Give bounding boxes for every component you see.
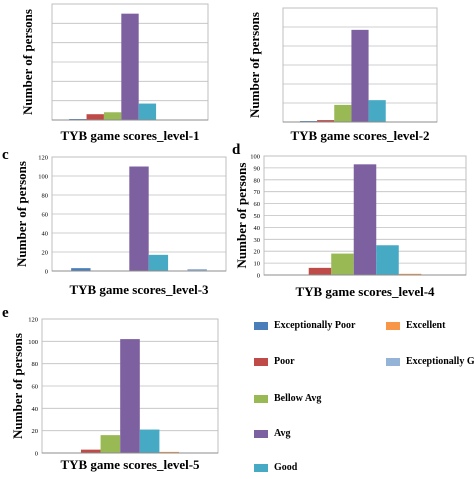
y-tick-label: 60 [42, 212, 49, 219]
y-tick-label: 80 [42, 193, 49, 200]
legend-item-avg: Avg [254, 428, 290, 439]
bar-poor [317, 120, 335, 122]
legend-swatch [254, 394, 268, 403]
y-tick-label: 40 [32, 406, 39, 413]
y-tick-label: 100 [28, 339, 38, 346]
y-axis-label: Number of persons [247, 12, 262, 118]
legend-label: Good [274, 462, 298, 473]
y-tick-label: 20 [32, 428, 39, 435]
bar-excellent [398, 273, 422, 275]
legend-item-poor: Poor [254, 356, 295, 367]
bar-exceptionally-poor [71, 268, 91, 271]
y-tick-label: 40 [254, 225, 261, 232]
y-tick-label: 100 [38, 174, 48, 181]
y-tick-label: 80 [32, 361, 39, 368]
legend-label: Bellow Avg [274, 393, 322, 404]
y-tick-label: 50 [254, 213, 261, 220]
y-tick-label: 80 [254, 177, 261, 184]
bar-bellow-avg [103, 112, 122, 120]
y-tick-label: 60 [254, 201, 261, 208]
y-tick-label: 120 [38, 155, 48, 162]
legend-label: Excellent [406, 320, 446, 331]
y-tick-label: 0 [35, 451, 38, 458]
legend-item-bellow-avg: Bellow Avg [254, 393, 321, 404]
chart-title: TYB game scores_level-1 [60, 128, 199, 143]
legend-item-exceptionally-poor: Exceptionally Poor [254, 320, 355, 331]
legend-item-excellent: Excellent [386, 320, 445, 331]
y-axis-label: Number of persons [234, 163, 249, 269]
y-tick-label: 0 [45, 269, 48, 276]
chart-panel-level-5: e 0 20 40 60 80 100 120 Number of persons TYB ga… [0, 303, 254, 474]
bar-avg [353, 164, 377, 275]
chart-title: TYB game scores_level-4 [295, 284, 435, 299]
legend-swatch [254, 357, 268, 366]
bar-avg [129, 166, 149, 271]
bar-avg [351, 29, 369, 123]
chart-panel-level-2: Number of persons TYB game scores_level-2 [237, 0, 474, 150]
legend-label: Poor [274, 356, 295, 367]
bar-bellow-avg [100, 435, 121, 453]
legend-label: Exceptionally Poor [274, 320, 356, 331]
bar-poor [80, 449, 101, 453]
bar-bellow-avg [334, 104, 352, 122]
bar-avg [120, 339, 140, 453]
legend-label: Avg [274, 428, 291, 439]
y-tick-label: 120 [28, 317, 38, 324]
panel-letter-e: e [2, 305, 9, 321]
legend-swatch [254, 463, 268, 472]
legend-item-exceptionally-good: Exceptionally Good [386, 356, 474, 367]
chart-legend: Exceptionally Poor Excellent Poor Except… [254, 306, 474, 474]
chart-level-2: Number of persons TYB game scores_level-2 [247, 7, 438, 143]
bar-avg [121, 13, 139, 121]
bar-good [148, 254, 169, 271]
chart-panel-level-1: Number of persons TYB game scores_level-1 [0, 0, 237, 150]
y-tick-label: 0 [257, 273, 260, 280]
legend-swatch [386, 321, 400, 330]
bar-good [138, 103, 157, 120]
panel-letter-d: d [232, 142, 241, 158]
legend-label: Exceptionally Good [406, 356, 474, 367]
bar-excellent [159, 451, 180, 453]
y-tick-label: 10 [254, 261, 261, 268]
bar-good [376, 245, 399, 275]
y-tick-label: 100 [250, 154, 260, 161]
chart-level-5: 0 20 40 60 80 100 120 Number of persons TYB game… [10, 317, 219, 472]
bar-good [368, 100, 386, 122]
legend-swatch [254, 321, 268, 330]
y-axis-label: Number of persons [10, 333, 25, 439]
bar-exceptionally-good [187, 269, 207, 271]
y-tick-label: 90 [254, 165, 261, 172]
bar-poor [86, 114, 104, 120]
chart-panel-level-4: d 0 10 20 30 40 50 60 70 80 90 100 Number of person… [230, 140, 474, 305]
legend-swatch [254, 429, 268, 438]
bar-good [139, 429, 160, 453]
panel-letter-c: c [2, 147, 9, 163]
chart-title: TYB game scores_level-3 [69, 282, 209, 297]
y-tick-label: 70 [254, 189, 261, 196]
bar-poor [308, 267, 332, 275]
chart-title: TYB game scores_level-2 [290, 128, 429, 143]
y-tick-label: 20 [42, 250, 49, 257]
y-tick-label: 60 [32, 384, 39, 391]
y-tick-label: 30 [254, 237, 261, 244]
y-axis-label: Number of persons [14, 161, 29, 267]
bar-bellow-avg [331, 253, 354, 275]
legend-swatch [386, 357, 400, 366]
chart-level-1: Number of persons TYB game scores_level-1 [20, 3, 209, 143]
y-tick-label: 20 [254, 249, 261, 256]
chart-panel-level-3: c 0 20 40 60 80 100 120 Number of persons TYB ga… [0, 145, 237, 305]
y-tick-label: 40 [42, 231, 49, 238]
chart-title: TYB game scores_level-5 [60, 457, 200, 472]
chart-level-3: 0 20 40 60 80 100 120 Number of persons TYB game… [14, 155, 227, 297]
legend-item-good: Good [254, 462, 297, 473]
y-axis-label: Number of persons [20, 9, 35, 115]
